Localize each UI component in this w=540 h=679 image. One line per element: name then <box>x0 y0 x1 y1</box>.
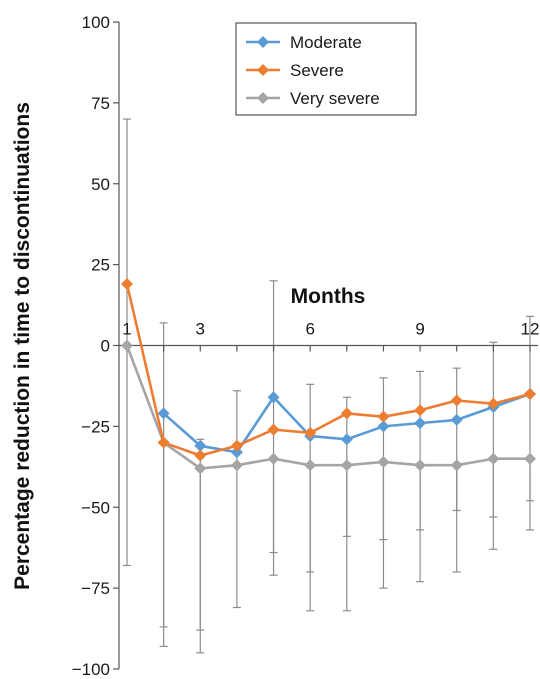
data-point <box>414 417 427 430</box>
data-point <box>340 407 353 420</box>
data-point <box>121 278 133 291</box>
legend-swatch-marker <box>257 36 269 48</box>
x-tick-label: 1 <box>122 320 131 339</box>
data-point <box>230 446 243 459</box>
data-point <box>267 452 280 465</box>
y-tick-label: −100 <box>72 660 110 679</box>
data-point <box>304 459 317 472</box>
data-point <box>194 439 207 452</box>
y-tick-label: −25 <box>81 417 110 436</box>
data-point <box>414 459 427 472</box>
data-point <box>450 394 463 407</box>
data-point <box>524 388 536 401</box>
data-point <box>414 404 427 417</box>
legend-label: Moderate <box>290 33 362 52</box>
data-point <box>487 397 500 410</box>
data-point <box>304 426 317 439</box>
data-point <box>524 452 536 465</box>
data-point <box>267 423 280 436</box>
y-tick-label: 25 <box>91 256 110 275</box>
y-tick-label: −50 <box>81 498 110 517</box>
y-axis-title: Percentage reduction in time to disconti… <box>11 102 34 590</box>
legend: Moderate Severe Very severe <box>235 22 417 116</box>
y-tick-label: 100 <box>82 13 110 32</box>
x-tick-label: 6 <box>305 320 314 339</box>
legend-label: Severe <box>290 61 344 80</box>
x-axis-title: Months <box>291 285 366 308</box>
data-point <box>340 459 353 472</box>
x-tick-label: 9 <box>415 320 424 339</box>
legend-label: Very severe <box>290 89 380 108</box>
legend-swatch-marker <box>257 92 269 104</box>
y-tick-label: 0 <box>101 337 110 356</box>
data-point <box>340 433 353 446</box>
data-point <box>487 452 500 465</box>
y-tick-label: 75 <box>91 94 110 113</box>
legend-swatch-marker <box>257 64 269 76</box>
data-point <box>377 410 390 423</box>
data-point <box>450 459 463 472</box>
data-point <box>377 420 390 433</box>
data-point <box>157 407 170 420</box>
data-point <box>267 391 280 404</box>
x-tick-label: 3 <box>196 320 205 339</box>
series-line-severe <box>125 283 531 457</box>
y-tick-label: −75 <box>81 579 110 598</box>
data-point <box>450 413 463 426</box>
error-bars <box>123 118 534 654</box>
axes: 100 75 50 25 0 −25 −50 −75 −100 1 3 6 9 12 <box>72 13 540 679</box>
data-point <box>377 455 390 468</box>
series-line-very-severe <box>125 345 530 470</box>
data-point <box>194 449 207 462</box>
series-lines <box>121 278 536 475</box>
x-tick-label: 12 <box>521 320 540 339</box>
data-point <box>121 339 133 352</box>
data-point <box>230 439 243 452</box>
data-point <box>194 462 207 475</box>
data-point <box>230 459 243 472</box>
y-tick-label: 50 <box>91 175 110 194</box>
data-point <box>157 436 170 449</box>
